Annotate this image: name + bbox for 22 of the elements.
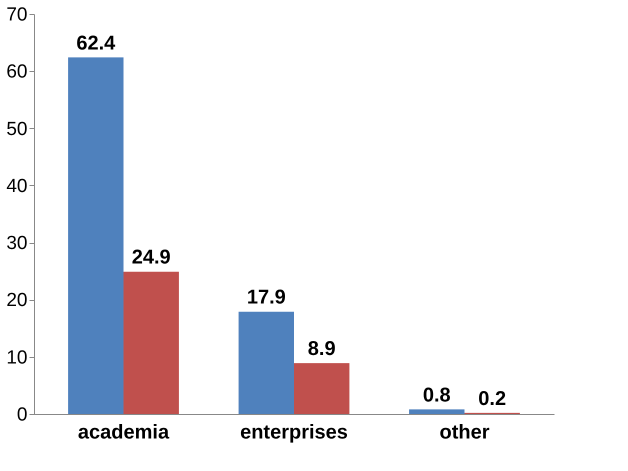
y-tick-label: 60 <box>6 62 28 83</box>
y-tick-label: 0 <box>16 404 28 426</box>
y-tick-label: 50 <box>6 118 28 140</box>
bar <box>238 312 294 414</box>
y-tick-label: 10 <box>6 347 28 368</box>
y-tick-label: 40 <box>6 176 28 197</box>
bar <box>294 363 350 414</box>
data-label: 0.8 <box>422 384 451 406</box>
x-tick-label: academia <box>78 422 170 444</box>
data-label: 8.9 <box>308 338 336 360</box>
data-label: 0.2 <box>478 388 506 410</box>
y-tick-label: 30 <box>6 233 28 254</box>
data-label: 24.9 <box>132 246 171 269</box>
y-tick-label: 70 <box>6 4 28 26</box>
bar <box>409 409 464 414</box>
x-tick-label: other <box>439 422 490 444</box>
y-tick-label: 20 <box>6 290 28 312</box>
x-tick-label: enterprises <box>240 422 348 444</box>
bar <box>68 57 124 414</box>
data-label: 17.9 <box>246 286 286 309</box>
data-label: 62.4 <box>76 32 116 54</box>
bar <box>124 272 179 414</box>
